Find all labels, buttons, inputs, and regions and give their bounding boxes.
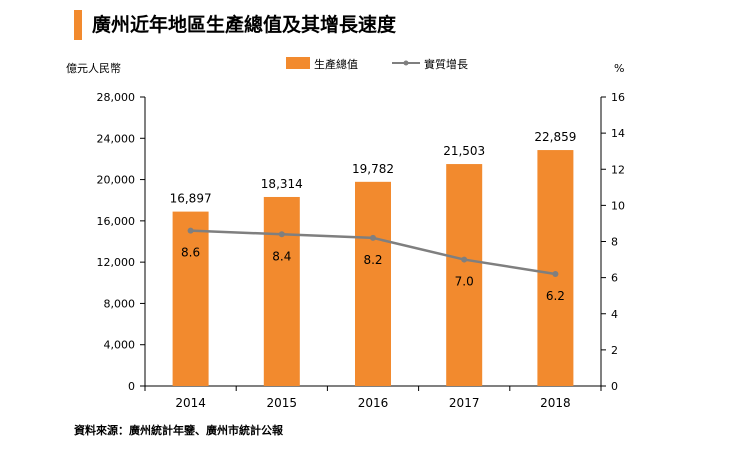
line-point [552, 271, 559, 278]
bar-value-label: 21,503 [443, 144, 485, 158]
bar [172, 211, 209, 386]
y-tick-label: 12,000 [97, 256, 136, 269]
y2-tick-label: 8 [611, 236, 618, 249]
y2-tick-label: 2 [611, 344, 618, 357]
bar-value-label: 16,897 [170, 192, 212, 206]
bar-value-label: 22,859 [534, 130, 576, 144]
legend-line-marker [403, 60, 409, 66]
y2-tick-label: 14 [611, 127, 625, 140]
bar [355, 181, 391, 386]
legend-line-label: 實質增長 [424, 57, 468, 71]
y-tick-label: 0 [128, 380, 135, 393]
line-value-label: 8.4 [272, 249, 291, 263]
y-axis-label: 億元人民幣 [66, 62, 121, 75]
line-point [461, 256, 468, 263]
x-tick-label: 2015 [267, 396, 298, 410]
y2-tick-label: 4 [611, 308, 618, 321]
line-point [370, 234, 376, 241]
line-value-label: 6.2 [546, 289, 565, 303]
line-value-label: 8.6 [181, 246, 200, 260]
line-point [187, 227, 194, 234]
y2-tick-label: 6 [611, 272, 618, 285]
legend-bar-swatch [286, 57, 310, 69]
x-tick-label: 2017 [449, 396, 480, 410]
y-tick-label: 4,000 [104, 339, 136, 352]
source-note: 資料來源：廣州統計年鑒、廣州市統計公報 [74, 424, 283, 437]
y2-axis-label: % [614, 62, 624, 75]
bar [446, 164, 483, 386]
y2-tick-label: 16 [611, 91, 625, 104]
page-title: 廣州近年地區生產總值及其增長速度 [92, 14, 397, 36]
bar-value-label: 18,314 [261, 177, 303, 191]
y-tick-label: 20,000 [97, 174, 136, 187]
line-value-label: 8.2 [363, 253, 382, 267]
x-tick-label: 2018 [540, 396, 571, 410]
bar [537, 150, 574, 386]
bar-value-label: 19,782 [352, 162, 394, 176]
y-tick-label: 8,000 [104, 297, 136, 310]
line-point [278, 231, 285, 238]
line-value-label: 7.0 [455, 275, 474, 289]
y-tick-label: 28,000 [97, 91, 136, 104]
y-tick-label: 24,000 [97, 132, 136, 145]
y-tick-label: 16,000 [97, 215, 136, 228]
legend: 生產總值 實質增長 [286, 57, 468, 71]
x-tick-label: 2014 [175, 396, 206, 410]
y2-tick-label: 0 [611, 380, 618, 393]
y2-tick-label: 12 [611, 163, 625, 176]
bar [263, 196, 300, 386]
y2-tick-label: 10 [611, 199, 625, 212]
legend-bar-label: 生產總值 [314, 57, 358, 71]
title-accent-bar [74, 10, 82, 40]
x-tick-label: 2016 [358, 396, 389, 410]
